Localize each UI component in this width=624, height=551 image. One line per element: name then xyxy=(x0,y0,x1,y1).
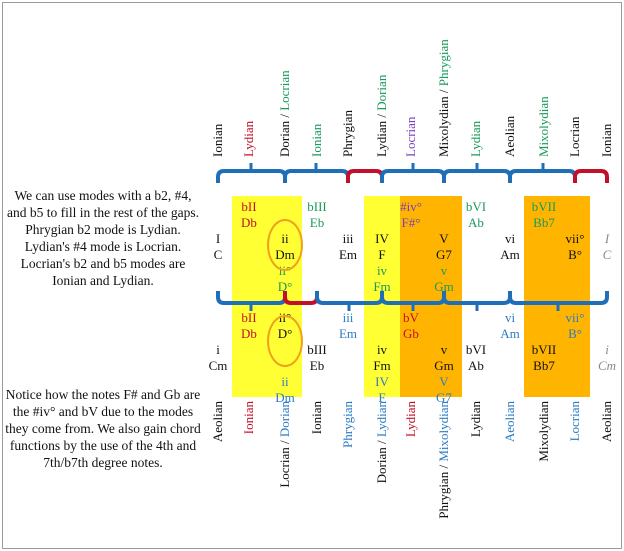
major-chord-cell: D° xyxy=(277,279,293,294)
bracket xyxy=(442,169,512,183)
minor-chord-cell: Gm xyxy=(434,358,454,373)
major-chord-cell: G7 xyxy=(436,247,452,262)
major-chord-cell: C xyxy=(213,247,223,262)
minor-chord-cell: Db xyxy=(241,326,257,341)
major-chord-cell: Bb7 xyxy=(533,215,555,230)
minor-chord-cell: i xyxy=(216,342,220,357)
bracket xyxy=(380,291,446,305)
minor-chord-cell: i xyxy=(605,342,609,357)
minor-chord-cell: Gb xyxy=(403,326,419,341)
major-chord-cell: V xyxy=(439,231,449,246)
minor-chord-cell: iv xyxy=(376,342,388,357)
major-chord-cell: #iv° xyxy=(400,199,422,214)
bracket xyxy=(508,169,577,183)
major-chord-cell: Am xyxy=(500,247,520,262)
bracket xyxy=(346,169,384,183)
bracket xyxy=(216,291,287,305)
major-chord-cell: iii xyxy=(342,231,354,246)
major-chord-cell: iv xyxy=(376,263,388,278)
minor-chord-cell: Cm xyxy=(208,358,228,373)
minor-chord-cell: Eb xyxy=(309,358,325,373)
minor-chord-cell: Am xyxy=(500,326,520,341)
major-chord-cell: ii xyxy=(281,231,289,246)
major-chord-cell: I xyxy=(215,231,221,246)
major-chord-cell: vi xyxy=(504,231,516,246)
top-bracket-row xyxy=(216,163,609,183)
major-chord-cell: Ab xyxy=(468,215,484,230)
minor-chord-cell: iii xyxy=(342,310,354,325)
minor-chord-cell: Em xyxy=(338,326,358,341)
major-chord-cell: B° xyxy=(568,247,582,262)
bracket xyxy=(283,291,319,305)
minor-chord-cell: bII xyxy=(241,310,257,325)
minor-chord-cell: vii° xyxy=(565,310,585,325)
minor-chord-cell: bVII xyxy=(531,342,557,357)
major-chord-cell: Eb xyxy=(309,215,325,230)
minor-chord-cell: Cm xyxy=(597,358,617,373)
bracket xyxy=(442,291,512,305)
major-chord-cell: I xyxy=(604,231,610,246)
bracket xyxy=(573,169,609,183)
bracket xyxy=(380,169,446,183)
major-chord-cell: vii° xyxy=(565,231,585,246)
major-chord-cell: IV xyxy=(375,231,389,246)
minor-chord-cell: Bb7 xyxy=(533,358,555,373)
minor-chord-cell: Dm xyxy=(275,390,295,405)
bottom-bracket-row xyxy=(216,291,609,311)
major-chord-cell: bVII xyxy=(531,199,557,214)
major-chord-cell: F#° xyxy=(401,215,421,230)
minor-chord-cell: Ab xyxy=(468,358,484,373)
minor-chord-cell: vi xyxy=(504,310,516,325)
major-chord-cell: bVI xyxy=(465,199,487,214)
bracket xyxy=(216,169,287,183)
minor-chord-cell: IV xyxy=(375,374,389,389)
minor-chord-cell: v xyxy=(440,342,448,357)
notes-paragraph: Notice how the notes F# and Gb are the #… xyxy=(5,387,201,470)
minor-chord-cell: G7 xyxy=(436,390,452,405)
yellow-band-bII xyxy=(232,196,302,397)
minor-chord-cell: bIII xyxy=(307,342,327,357)
minor-chord-cell: B° xyxy=(568,326,582,341)
brackets-and-circles xyxy=(216,163,609,367)
major-chord-cell: bIII xyxy=(307,199,327,214)
major-chord-cell: Fm xyxy=(373,279,391,294)
major-chord-cell: Em xyxy=(338,247,358,262)
orange-band-bvii xyxy=(524,196,590,397)
minor-chord-cell: ii° xyxy=(278,310,292,325)
bracket xyxy=(283,169,350,183)
minor-chord-cell: V xyxy=(439,374,449,389)
major-chord-cell: Gm xyxy=(434,279,454,294)
major-chord-cell: Dm xyxy=(275,247,295,262)
minor-chord-cell: bV xyxy=(403,310,419,325)
major-chord-cell: bII xyxy=(241,199,257,214)
major-chord-cell: v xyxy=(440,263,448,278)
major-chord-cell: Db xyxy=(241,215,257,230)
bracket xyxy=(315,291,384,305)
major-chord-cell: F xyxy=(378,247,386,262)
orange-band-v xyxy=(400,196,462,397)
minor-chord-cell: F xyxy=(378,390,386,405)
minor-chord-cell: bVI xyxy=(465,342,487,357)
highlight-circle-bottom xyxy=(267,315,303,367)
minor-chord-cell: D° xyxy=(277,326,293,341)
major-chord-cell: C xyxy=(602,247,612,262)
bracket xyxy=(508,291,609,305)
highlight-circle-top xyxy=(267,219,303,271)
minor-chord-cell: Fm xyxy=(373,358,391,373)
minor-chord-cell: ii xyxy=(281,374,289,389)
intro-paragraph: We can use modes with a b2, #4, and b5 t… xyxy=(7,188,199,288)
